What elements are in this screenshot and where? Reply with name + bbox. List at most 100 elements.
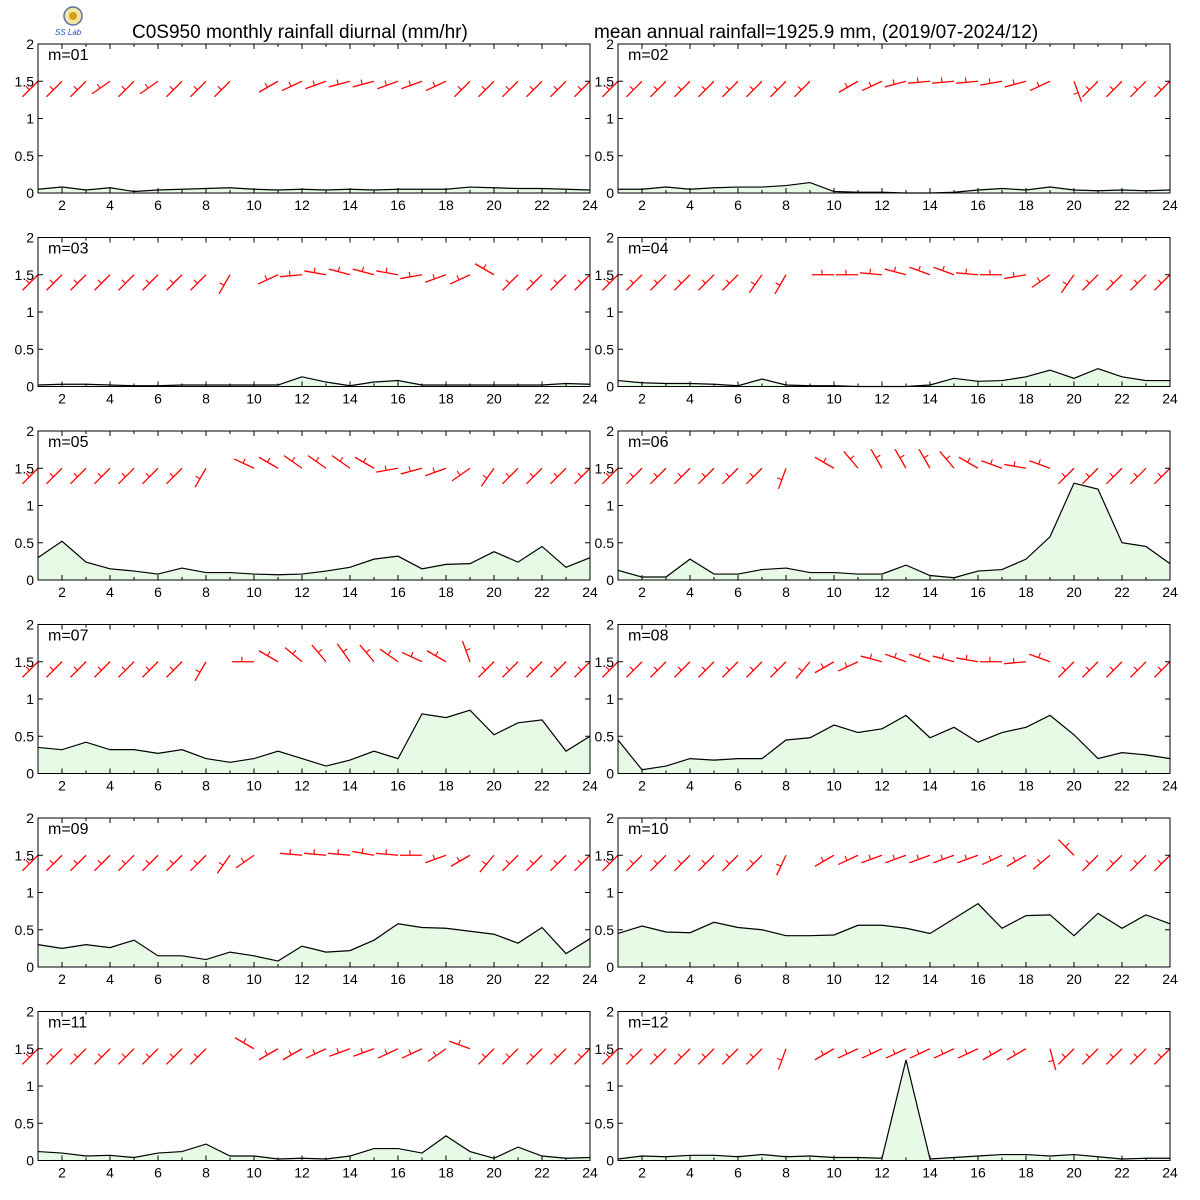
wind-barb-shaft bbox=[480, 467, 495, 487]
wind-barb bbox=[1006, 854, 1027, 867]
wind-barb-shaft bbox=[45, 661, 63, 678]
wind-barb-feather bbox=[1109, 859, 1114, 865]
panel-m-01: 00.511.522 4 6 8 10 12 14 16 18 20 22 24m=01 bbox=[15, 36, 598, 213]
wind-barb-shaft bbox=[1129, 854, 1147, 872]
panel-m-05: 00.511.522 4 6 8 10 12 14 16 18 20 22 24m=05 bbox=[15, 423, 598, 600]
wind-barb-shaft bbox=[377, 80, 399, 90]
wind-barb-shaft bbox=[461, 640, 471, 662]
plot-frame bbox=[37, 43, 591, 194]
x-tick-label: 4 bbox=[106, 197, 114, 213]
x-tick-label: 18 bbox=[438, 391, 454, 407]
wind-barb bbox=[745, 661, 763, 678]
wind-barb bbox=[69, 1048, 87, 1065]
wind-barb-shaft bbox=[501, 1048, 519, 1065]
rainfall-point bbox=[953, 377, 955, 379]
wind-barb-feather bbox=[776, 477, 783, 481]
y-tick-label: 2 bbox=[606, 230, 614, 246]
wind-barb-feather bbox=[169, 859, 174, 865]
wind-barb-feather bbox=[653, 472, 658, 478]
wind-barb-shaft bbox=[69, 1048, 87, 1065]
wind-barb-shaft bbox=[69, 467, 87, 485]
rainfall-point bbox=[713, 759, 715, 761]
wind-barb bbox=[1129, 661, 1147, 678]
wind-barb bbox=[1081, 661, 1099, 678]
rainfall-point bbox=[1001, 379, 1003, 381]
wind-barb-feather bbox=[677, 666, 682, 671]
rainfall-point bbox=[1001, 1153, 1003, 1155]
wind-barb-feather bbox=[1061, 1053, 1066, 1058]
wind-barb bbox=[909, 1048, 931, 1059]
wind-barb-shaft bbox=[353, 1048, 375, 1057]
rainfall-point bbox=[205, 571, 207, 573]
wind-barb-shaft bbox=[721, 661, 739, 678]
rainfall-point bbox=[133, 939, 135, 941]
wind-barb bbox=[885, 1048, 907, 1059]
x-tick-label: 2 bbox=[638, 197, 646, 213]
wind-barb-feather bbox=[363, 457, 367, 463]
x-tick-label: 14 bbox=[342, 391, 358, 407]
wind-barb-feather bbox=[1038, 652, 1041, 658]
x-tick-label: 18 bbox=[1018, 778, 1034, 794]
x-tick-label: 8 bbox=[202, 584, 210, 600]
wind-barb-shaft bbox=[957, 1048, 979, 1059]
x-tick-label: 10 bbox=[246, 1165, 262, 1181]
wind-barb-shaft bbox=[939, 450, 955, 469]
x-tick-label: 20 bbox=[486, 197, 502, 213]
rainfall-line bbox=[37, 1135, 591, 1160]
x-tick-label: 2 bbox=[638, 1165, 646, 1181]
wind-barb-feather bbox=[384, 1049, 388, 1055]
wind-barb-feather bbox=[823, 457, 827, 463]
wind-barb bbox=[795, 661, 811, 680]
wind-barb-shaft bbox=[1081, 467, 1099, 485]
wind-barb bbox=[549, 274, 567, 291]
wind-barb-feather bbox=[529, 666, 534, 671]
wind-barb bbox=[477, 661, 495, 678]
wind-barb-shaft bbox=[352, 80, 375, 88]
wind-barb-feather bbox=[73, 859, 78, 865]
x-tick-label: 6 bbox=[734, 197, 742, 213]
wind-barb-feather bbox=[916, 854, 920, 860]
wind-barb-feather bbox=[629, 859, 634, 865]
x-tick-label: 6 bbox=[734, 778, 742, 794]
y-tick-label: 1 bbox=[26, 304, 34, 320]
wind-barb-shaft bbox=[932, 80, 955, 84]
rainfall-point bbox=[737, 573, 739, 575]
wind-barb bbox=[1105, 661, 1123, 678]
wind-barb-feather bbox=[942, 265, 945, 271]
wind-barb bbox=[450, 854, 471, 867]
wind-barb-feather bbox=[529, 472, 534, 478]
wind-barb-shaft bbox=[336, 643, 351, 663]
wind-barb bbox=[352, 79, 375, 88]
wind-barb bbox=[673, 661, 691, 678]
wind-barb bbox=[401, 80, 423, 90]
wind-barb-shaft bbox=[957, 854, 979, 864]
wind-barb-feather bbox=[701, 279, 706, 284]
x-tick-label: 12 bbox=[294, 391, 310, 407]
wind-barb-feather bbox=[384, 80, 388, 86]
panel-label: m=09 bbox=[48, 821, 89, 838]
x-tick-label: 14 bbox=[922, 1165, 938, 1181]
wind-barb bbox=[234, 1037, 255, 1050]
rainfall-point bbox=[689, 932, 691, 934]
panel-label: m=01 bbox=[48, 47, 89, 64]
y-tick-label: 2 bbox=[606, 36, 614, 52]
rainfall-point bbox=[737, 926, 739, 928]
rainfall-point bbox=[517, 187, 519, 189]
wind-barb-shaft bbox=[861, 80, 883, 92]
wind-barb-feather bbox=[1012, 79, 1015, 85]
wind-barb-feather bbox=[1109, 666, 1114, 671]
wind-barb-shaft bbox=[1006, 1048, 1027, 1061]
wind-barb-feather bbox=[940, 1049, 944, 1055]
wind-barb bbox=[401, 651, 423, 663]
panel-grid: 00.511.522 4 6 8 10 12 14 16 18 20 22 24m=0100.511.… bbox=[15, 36, 1178, 1181]
wind-barb-shaft bbox=[918, 448, 931, 469]
wind-barb bbox=[1004, 461, 1027, 469]
wind-barb-shaft bbox=[777, 468, 787, 490]
wind-barb-shaft bbox=[673, 80, 691, 98]
rainfall-point bbox=[301, 376, 303, 378]
wind-barb-feather bbox=[145, 859, 150, 865]
wind-barb-feather bbox=[169, 85, 174, 91]
wind-barb bbox=[837, 661, 859, 672]
y-tick-label: 1.5 bbox=[15, 654, 35, 670]
x-tick-label: 8 bbox=[202, 1165, 210, 1181]
